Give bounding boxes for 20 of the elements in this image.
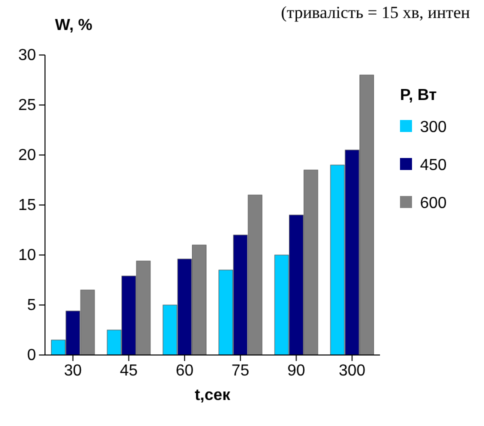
legend-label: 600: [420, 195, 447, 212]
legend-title: P, Вт: [400, 87, 437, 104]
x-tick-label: 45: [120, 362, 138, 380]
text: (тривалість = 15 хв, интен: [281, 3, 470, 22]
y-tick-label: 0: [27, 347, 36, 364]
x-tick-label: 90: [287, 362, 306, 380]
y-axis-title: W, %: [55, 17, 92, 34]
x-axis-title: t,сек: [194, 387, 232, 404]
y-tick-label: 20: [18, 147, 36, 164]
legend-label: 300: [420, 119, 447, 136]
y-tick-label: 30: [18, 47, 36, 64]
x-tick-label: 30: [64, 362, 82, 380]
x-tick-label: 60: [176, 362, 194, 380]
y-tick-label: 25: [18, 97, 36, 114]
x-tick-label: 75: [232, 362, 250, 380]
y-tick-label: 5: [27, 297, 36, 314]
legend-label: 450: [420, 157, 447, 174]
y-tick-label: 10: [18, 247, 36, 264]
x-tick-label: 300: [338, 362, 366, 380]
y-tick-label: 15: [18, 197, 36, 214]
